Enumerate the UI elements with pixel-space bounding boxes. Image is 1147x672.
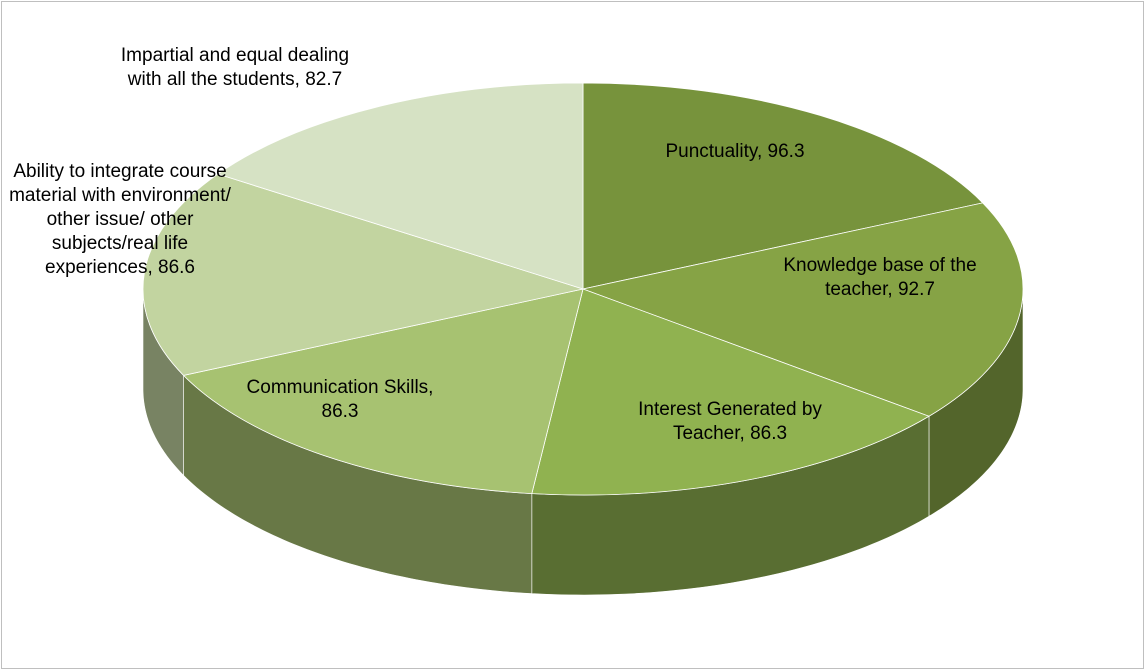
- pie-slice: [582, 82, 984, 290]
- data-label: Impartial and equal dealing with all the…: [120, 44, 350, 92]
- data-label: Punctuality, 96.3: [635, 140, 835, 164]
- label-category: Interest Generated by Teacher: [638, 399, 822, 444]
- label-separator: ,: [147, 257, 159, 278]
- label-category: Communication Skills: [246, 377, 429, 398]
- label-separator: ,: [887, 279, 898, 300]
- data-label: Communication Skills, 86.3: [240, 376, 440, 424]
- data-label: Interest Generated by Teacher, 86.3: [615, 398, 845, 446]
- slice-top: [182, 288, 584, 495]
- pie-slice: [216, 82, 584, 290]
- label-value: 82.7: [305, 69, 343, 90]
- pie-slice: [531, 288, 930, 596]
- label-separator: ,: [428, 377, 434, 398]
- label-value: 92.7: [897, 279, 935, 300]
- slice-top: [216, 82, 584, 290]
- slice-top: [531, 288, 930, 496]
- label-value: 96.3: [767, 141, 805, 162]
- slice-top: [582, 82, 984, 290]
- slice-top: [581, 202, 1024, 417]
- slice-top: [142, 173, 585, 376]
- data-label: Knowledge base of the teacher, 92.7: [770, 254, 990, 302]
- label-value: 86.3: [750, 423, 788, 444]
- label-category: Ability to integrate course material wit…: [9, 161, 231, 278]
- label-category: Punctuality: [665, 141, 757, 162]
- label-value: 86.6: [158, 257, 195, 278]
- label-separator: ,: [739, 423, 751, 444]
- label-separator: ,: [756, 141, 768, 162]
- data-label: Ability to integrate course material wit…: [8, 160, 233, 280]
- label-category: Knowledge base of the teacher: [783, 255, 977, 300]
- label-value: 86.3: [321, 401, 359, 422]
- label-separator: ,: [294, 69, 306, 90]
- pie-slice: [142, 173, 585, 477]
- label-category: Impartial and equal dealing with all the…: [120, 45, 350, 90]
